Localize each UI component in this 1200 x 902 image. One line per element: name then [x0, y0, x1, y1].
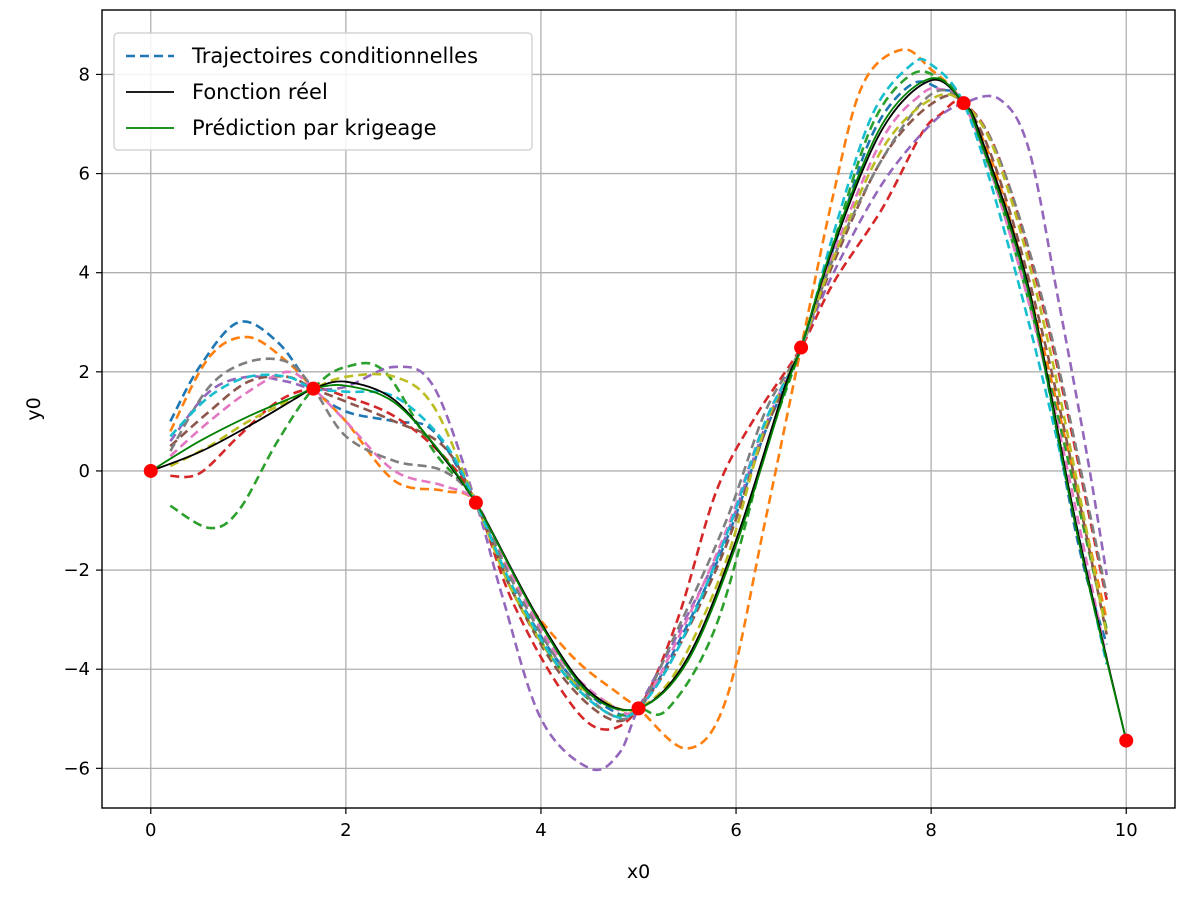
- kriging-prediction-line: [150, 77, 1128, 741]
- x-tick-label-4: 8: [925, 820, 936, 841]
- y-tick-label-5: 4: [79, 263, 90, 284]
- observation-point-5: [956, 96, 971, 111]
- observation-point-4: [794, 340, 809, 355]
- y-tick-label-2: −2: [63, 560, 90, 581]
- y-tick-label-0: −6: [63, 758, 90, 779]
- observation-point-3: [631, 701, 646, 716]
- legend-label-trajectories: Trajectoires conditionnelles: [191, 44, 478, 68]
- grid: [102, 10, 1175, 808]
- x-tick-label-0: 0: [145, 820, 156, 841]
- legend: Trajectoires conditionnelles Fonction ré…: [113, 32, 533, 151]
- ticks: 0 2 4 6 8 10 −6 −4 −2 0 2 4 6 8: [63, 64, 1137, 841]
- y-tick-label-3: 0: [79, 461, 90, 482]
- legend-label-kriging: Prédiction par krigeage: [192, 116, 437, 140]
- observation-point-1: [306, 381, 321, 396]
- observation-points: [143, 96, 1134, 748]
- legend-label-true-function: Fonction réel: [192, 80, 328, 104]
- trajectory-series-2: [169, 70, 1108, 718]
- x-tick-label-5: 10: [1115, 820, 1138, 841]
- observation-point-0: [143, 463, 158, 478]
- observation-point-6: [1119, 733, 1134, 748]
- legend-box: [113, 32, 533, 151]
- y-tick-label-1: −4: [63, 659, 90, 680]
- x-tick-label-3: 6: [730, 820, 741, 841]
- trajectory-series-0: [169, 80, 1108, 717]
- x-axis-label: x0: [627, 861, 650, 883]
- true-function-line: [150, 78, 1128, 741]
- plot-frame: [101, 9, 1176, 809]
- x-tick-label-2: 4: [535, 820, 546, 841]
- observation-point-2: [468, 495, 483, 510]
- y-axis-label: y0: [23, 397, 45, 420]
- y-tick-label-7: 8: [79, 64, 90, 85]
- x-tick-label-1: 2: [340, 820, 351, 841]
- y-tick-label-4: 2: [79, 362, 90, 383]
- y-tick-label-6: 6: [79, 164, 90, 185]
